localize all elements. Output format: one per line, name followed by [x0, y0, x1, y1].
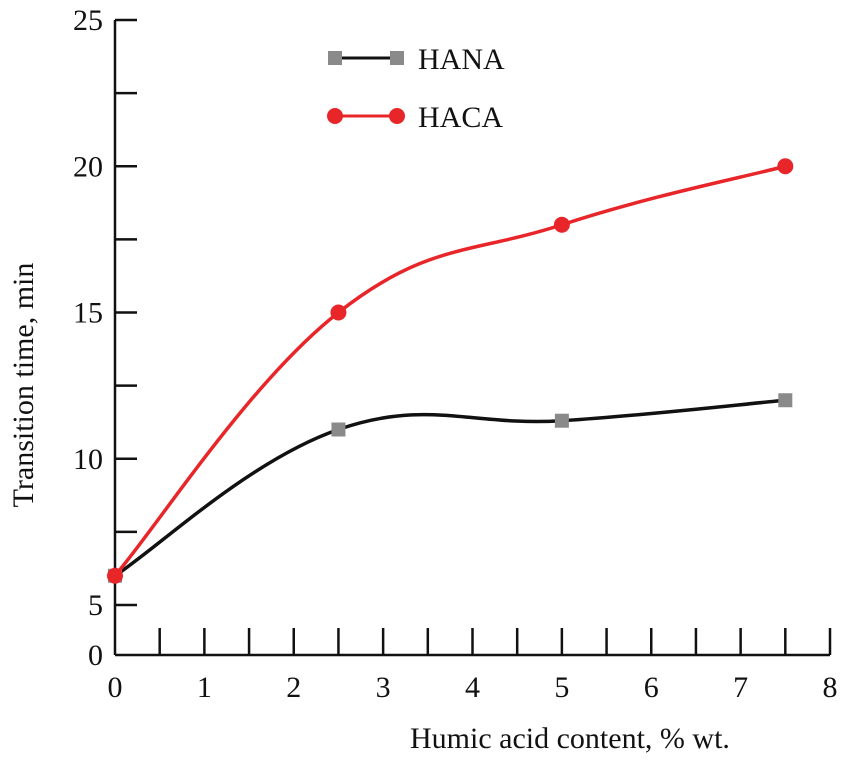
y-tick-label: 25: [73, 4, 103, 37]
hana-legend-marker: [328, 51, 342, 65]
x-tick-label: 8: [823, 671, 838, 704]
hana-legend-label: HANA: [418, 43, 505, 76]
x-tick-label: 0: [108, 671, 123, 704]
x-tick-label: 6: [644, 671, 659, 704]
hana-point: [554, 413, 569, 428]
x-tick-label: 4: [465, 671, 480, 704]
hana-series-line: [114, 398, 786, 578]
haca-point: [330, 304, 347, 321]
legend: HANA HACA: [327, 43, 505, 134]
x-axis-ticks: 0 1 2 3 4 5 6 7 8: [108, 628, 838, 704]
hana-point: [778, 393, 793, 408]
series-layer: [107, 158, 794, 584]
x-axis-title: Humic acid content, % wt.: [410, 722, 730, 755]
y-tick-label: 10: [73, 443, 103, 476]
y-tick-label: 15: [73, 297, 103, 330]
hana-point: [331, 422, 346, 437]
y-axis-ticks: 0 5 10 15 20 25: [73, 4, 137, 672]
x-tick-label: 7: [733, 671, 748, 704]
haca-point: [107, 567, 123, 584]
hana-legend-marker: [390, 51, 404, 65]
x-tick-label: 2: [286, 671, 301, 704]
x-tick-label: 5: [554, 671, 569, 704]
y-tick-label: 5: [88, 589, 103, 622]
y-tick-label: 0: [88, 639, 103, 672]
haca-point: [777, 158, 794, 175]
y-tick-label: 20: [73, 150, 103, 183]
haca-legend-label: HACA: [418, 101, 503, 134]
haca-legend-marker: [327, 108, 343, 124]
x-tick-label: 1: [197, 671, 212, 704]
x-tick-label: 3: [376, 671, 391, 704]
haca-series-line: [113, 164, 786, 577]
y-axis-title: Transition time, min: [7, 263, 40, 508]
haca-legend-marker: [389, 108, 405, 124]
haca-point: [553, 216, 570, 233]
